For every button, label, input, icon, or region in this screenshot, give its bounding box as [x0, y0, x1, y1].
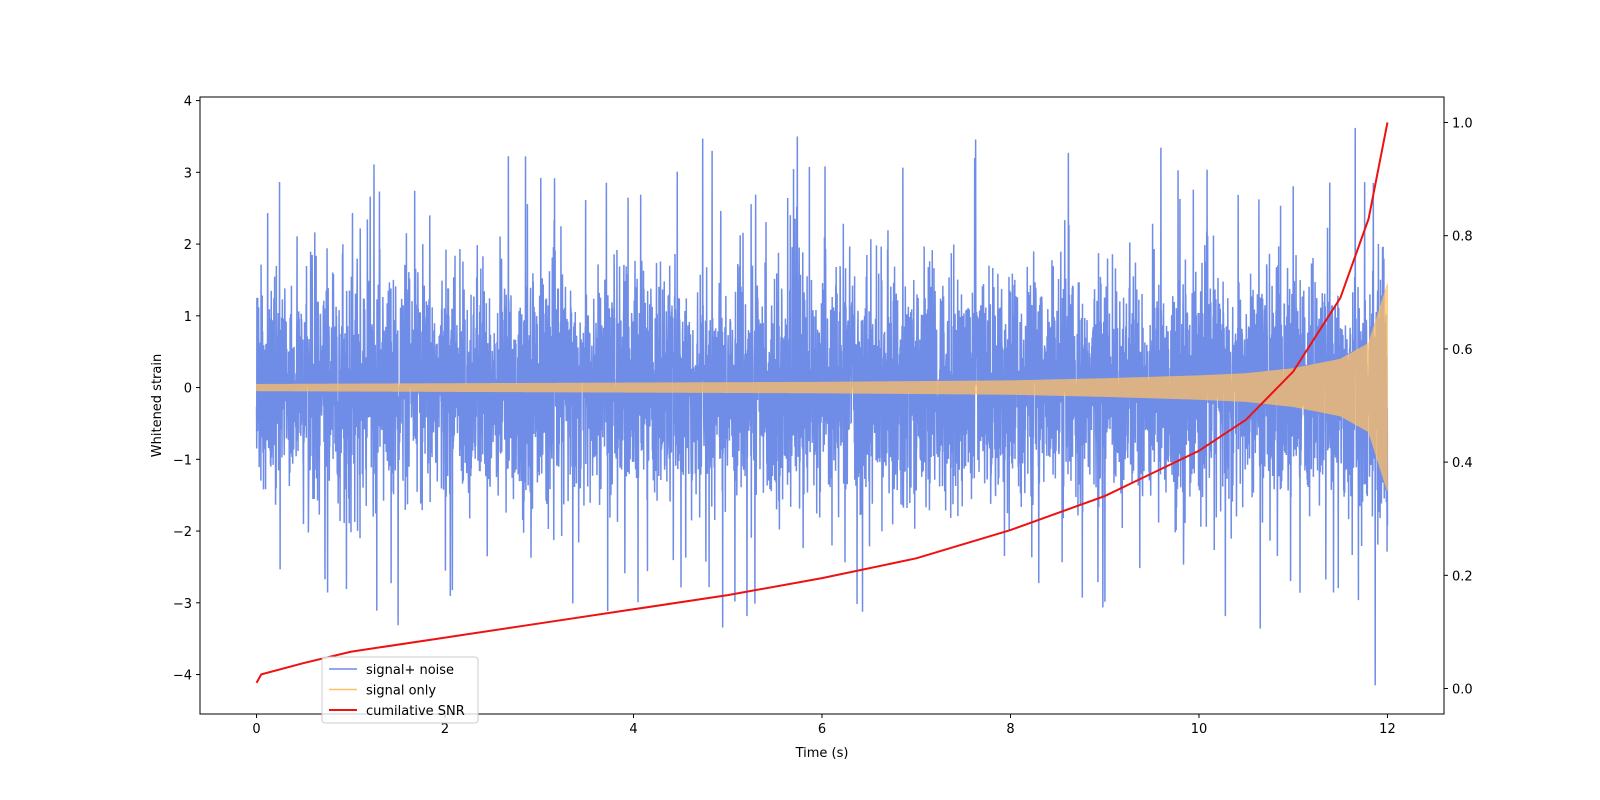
y-tick-label: 4 — [184, 95, 192, 110]
y-tick-label: −1 — [173, 453, 192, 468]
plot-area — [255, 122, 1389, 686]
legend-label-cumulative-snr: cumilative SNR — [366, 704, 465, 719]
y-tick-label: −4 — [173, 669, 192, 684]
series-line-signal-only — [255, 283, 1389, 491]
x-axis-label: Time (s) — [795, 746, 849, 761]
y2-tick-label: 0.8 — [1452, 230, 1473, 245]
legend-box — [321, 656, 479, 724]
y-axis-label: Whitened strain — [150, 354, 165, 457]
y-tick-label: −2 — [173, 525, 192, 540]
x-tick-label: 6 — [818, 722, 826, 737]
series-line-cumulative-snr — [255, 122, 1389, 684]
legend: signal+ noise signal only cumilative SNR — [321, 656, 479, 724]
legend-label-signal-only: signal only — [366, 684, 436, 699]
y-tick-label: 0 — [184, 382, 192, 397]
x-tick-label: 10 — [1191, 722, 1208, 737]
x-tick-label: 8 — [1006, 722, 1014, 737]
y-tick-label: 2 — [184, 238, 192, 253]
y2-tick-label: 0.4 — [1452, 456, 1473, 471]
y2-tick-label: 1.0 — [1452, 116, 1473, 131]
y-tick-label: 1 — [184, 310, 192, 325]
y-tick-label: −3 — [173, 597, 192, 612]
x-tick-label: 12 — [1379, 722, 1396, 737]
y-tick-label: 3 — [184, 166, 192, 181]
x-tick-label: 4 — [629, 722, 637, 737]
x-tick-label: 0 — [252, 722, 260, 737]
series-line-signal-noise — [255, 127, 1389, 686]
y2-tick-label: 0.0 — [1452, 683, 1473, 698]
x-tick-label: 2 — [441, 722, 449, 737]
y2-tick-label: 0.2 — [1452, 569, 1473, 584]
y2-tick-label: 0.6 — [1452, 343, 1473, 358]
legend-label-signal-noise: signal+ noise — [366, 663, 454, 678]
